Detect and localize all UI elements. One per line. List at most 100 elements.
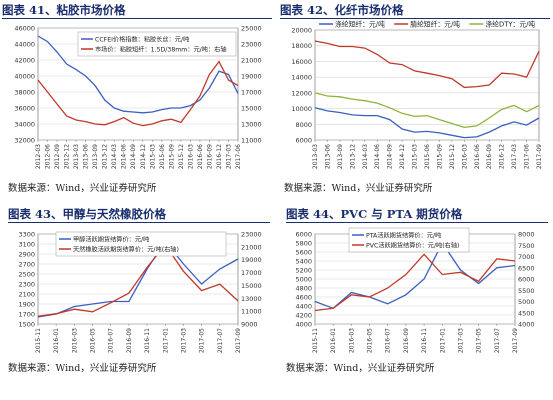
x-tick-label: 2017-09	[235, 328, 242, 353]
x-tick-label: 2017-05	[199, 328, 206, 353]
legend-label-1: CCFEI价格指数：粘胶长丝：元/吨	[95, 35, 189, 43]
x-tick-label: 2013-09	[92, 144, 99, 169]
chart-viscose: 32000 34000 36000 38000 40000 42000 44000 46000…	[0, 20, 276, 184]
x-tick-label: 2015-11	[35, 328, 42, 353]
y-tick-label: 2100	[18, 291, 35, 299]
x-tick-label: 2016-09	[486, 144, 493, 169]
y-tick-label: 34000	[14, 121, 35, 129]
title-rule-3	[8, 222, 270, 223]
legend-label-1: 涤纶短纤：元/吨	[335, 20, 385, 29]
y-tick-label: 5800	[295, 240, 312, 248]
y-tick-label: 1900	[18, 301, 35, 309]
title-rule-2	[280, 18, 550, 19]
x-tick-label: 2014-03	[362, 144, 369, 169]
x-tick-label: 2012-09	[54, 144, 61, 169]
x-tick-label: 2014-06	[121, 144, 128, 169]
y2-tick-label: 6000	[518, 276, 535, 284]
y-tick-label: 40000	[14, 73, 35, 81]
legend-label-2: 天然橡胶活跃期货结算价：元/吨(右轴)	[73, 245, 179, 253]
y-tick-label: 42000	[14, 57, 35, 65]
x-tick-label: 2015-03	[412, 144, 419, 169]
legend-label-2: 腈纶短纤：元/吨	[410, 20, 460, 29]
x-tick-label: 2014-06	[374, 144, 381, 169]
y-tick-label: 2700	[18, 261, 35, 269]
x-tick-label: 2016-11	[144, 328, 151, 353]
y-tick-label: 4000	[295, 321, 312, 329]
y-tick-label: 5200	[295, 267, 312, 275]
y-tick-label: 18000	[291, 42, 312, 50]
panel-title-4: 图表 44、PVC 与 PTA 期货价格	[286, 207, 463, 221]
panel-title-2: 图表 42、化纤市场价格	[280, 3, 404, 17]
chart-methanol-rubber: 1500 1700 1900 2100 2300 2500 2700 2900 3100 3300…	[0, 226, 276, 364]
x-tick-label: 2014-12	[140, 144, 147, 169]
x-tick-label: 2015-12	[449, 144, 456, 169]
x-tick-label: 2016-01	[330, 328, 337, 353]
x-tick-label: 2017-07	[494, 328, 501, 353]
x-tick-label: 2016-09	[126, 328, 133, 353]
x-tick-label: 2016-03	[461, 144, 468, 169]
x-tick-label: 2013-12	[102, 144, 109, 169]
y-tick-label: 38000	[14, 89, 35, 97]
x-tick-label: 2015-09	[168, 144, 175, 169]
y2-tick-label: 9000	[241, 321, 258, 329]
y-tick-label: 4600	[295, 294, 312, 302]
x-tick-label: 2016-12	[216, 144, 223, 169]
series-line-2	[37, 243, 239, 317]
x-tick-label: 2016-05	[90, 328, 97, 353]
x-tick-label: 2016-05	[367, 328, 374, 353]
y-tick-label: 14000	[291, 74, 312, 82]
x-tick-label: 2017-03	[511, 144, 518, 169]
y2-tick-label: 13000	[241, 121, 262, 129]
y-tick-label: 3300	[18, 231, 35, 239]
x-tick-label: 2014-09	[387, 144, 394, 169]
legend-label-3: 涤纶DTY：元/吨	[485, 20, 535, 29]
x-tick-label: 2014-03	[111, 144, 118, 169]
y2-tick-label: 19000	[241, 73, 262, 81]
y2-tick-label: 6500	[518, 264, 535, 272]
y-tick-label: 2300	[18, 281, 35, 289]
x-tick-label: 2014-09	[130, 144, 137, 169]
series-line-1	[37, 35, 239, 114]
y2-tick-label: 21000	[241, 243, 262, 251]
x-tick-label: 2013-03	[312, 144, 319, 169]
x-tick-label: 2016-07	[108, 328, 115, 353]
x-tick-label: 2016-03	[187, 144, 194, 169]
y2-tick-label: 4000	[518, 321, 535, 329]
series-line-2	[314, 40, 540, 89]
series-line-1	[314, 241, 516, 310]
legend-label-2: 市场价：粘胶短纤：1.5D/38mm：元/吨：右轴	[95, 45, 227, 53]
x-tick-label: 2017-09	[536, 144, 543, 169]
y2-tick-label: 11000	[241, 137, 262, 145]
y-tick-label: 5600	[295, 249, 312, 257]
x-tick-label: 2015-06	[424, 144, 431, 169]
x-tick-label: 2016-01	[53, 328, 60, 353]
source-note-3: 数据来源：Wind，兴业证券研究所	[8, 363, 157, 374]
legend-label-2: PVC活跃期货结算价：元/吨(右轴)	[366, 241, 459, 249]
y-tick-label: 2900	[18, 251, 35, 259]
x-tick-label: 2016-09	[206, 144, 213, 169]
x-tick-label: 2017-05	[476, 328, 483, 353]
x-tick-label: 2014-12	[399, 144, 406, 169]
x-tick-label: 2015-06	[159, 144, 166, 169]
legend-label-1: PTA活跃期货结算价：元/吨	[366, 231, 441, 239]
x-tick-label: 2016-09	[403, 328, 410, 353]
x-tick-label: 2013-06	[324, 144, 331, 169]
chart-fiber-svg: 6000 8000 10000 12000 14000 16000 18000 20000 20…	[291, 20, 543, 170]
x-tick-label: 2017-03	[457, 328, 464, 353]
legend-box	[55, 231, 227, 257]
chart-fiber: 6000 8000 10000 12000 14000 16000 18000 20000 20…	[277, 20, 553, 184]
y2-tick-label: 8000	[518, 231, 535, 239]
source-note-1: 数据来源：Wind，兴业证券研究所	[8, 183, 157, 194]
x-tick-label: 2017-07	[217, 328, 224, 353]
x-tick-label: 2012-03	[35, 144, 42, 169]
y2-tick-label: 17000	[241, 89, 262, 97]
y-tick-label: 3100	[18, 241, 35, 249]
y2-tick-label: 4500	[518, 309, 535, 317]
x-tick-label: 2015-11	[312, 328, 319, 353]
y-tick-label: 4400	[295, 303, 312, 311]
y-tick-label: 32000	[14, 137, 35, 145]
source-note-2: 数据来源：Wind，兴业证券研究所	[284, 183, 433, 194]
x-tick-label: 2013-06	[83, 144, 90, 169]
x-tick-label: 2017-09	[512, 328, 519, 353]
y-tick-label: 36000	[14, 105, 35, 113]
